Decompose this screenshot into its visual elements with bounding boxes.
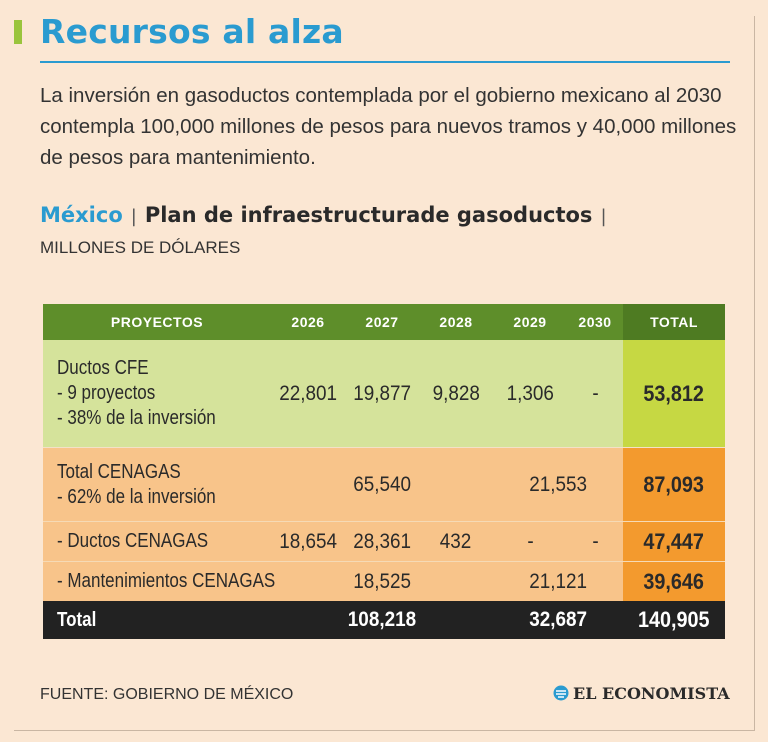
total-cell: 53,812 (623, 340, 725, 448)
table-cell: 32,687 (493, 601, 623, 639)
table-cell: 9,828 (419, 340, 493, 448)
table-cell: 1,306 (493, 340, 567, 448)
total-cell: 140,905 (623, 601, 725, 639)
table-cell: - (493, 521, 567, 562)
units-label: MILLONES DE DÓLARES (40, 238, 241, 257)
publisher-brand: EL ECONOMISTA (553, 684, 730, 705)
total-value: 47,447 (643, 528, 705, 554)
table-cell: 21,553 (493, 447, 623, 522)
cell-value: 432 (440, 529, 472, 553)
row-label-line: - Mantenimientos CENAGAS (57, 570, 276, 592)
total-cell: 87,093 (623, 447, 725, 522)
table-cell: 21,121 (493, 561, 623, 601)
total-value: 87,093 (643, 471, 705, 497)
cell-value: 65,540 (353, 472, 411, 496)
total-cell: 47,447 (623, 521, 725, 562)
chart-title: Plan de infraestructurade gasoductos (144, 203, 593, 227)
row-label-line: Ductos CFE (57, 357, 149, 379)
cell-value: 1,306 (506, 381, 554, 405)
heading-separator: | (130, 206, 137, 227)
table-cell: 18,525 (271, 561, 493, 601)
table-row-total: Total 108,218 32,687 140,905 (43, 601, 725, 639)
table-header-row: PROYECTOS 2026 2027 2028 2029 2030 TOTAL (43, 304, 725, 340)
cell-value: 32,687 (529, 608, 587, 631)
brand-name: EL ECONOMISTA (573, 684, 730, 703)
column-header: 2027 (345, 304, 419, 340)
intro-text: La inversión en gasoductos contemplada p… (40, 84, 737, 169)
table-cell: - (567, 521, 623, 562)
cell-value: 28,361 (353, 529, 411, 553)
cell-value: 19,877 (353, 381, 411, 405)
row-label-line: - Ductos CENAGAS (57, 530, 209, 552)
cell-value: - (591, 381, 599, 405)
frame-border (14, 16, 755, 731)
total-value: 53,812 (643, 380, 705, 406)
heading-separator-end: | (600, 206, 607, 227)
table-row-mantenimientos-cenagas: - Mantenimientos CENAGAS 18,525 21,121 3… (43, 561, 725, 601)
table-cell: 432 (419, 521, 493, 562)
table-cell: 108,218 (271, 601, 493, 639)
column-header: PROYECTOS (43, 304, 271, 340)
cell-value: 21,121 (529, 569, 587, 593)
chart-heading: México | Plan de infraestructurade gasoduc… (40, 203, 615, 227)
cell-value: - (591, 529, 599, 553)
cell-value: 108,218 (347, 608, 417, 631)
table-cell: - (567, 340, 623, 448)
table-cell: 22,801 (271, 340, 345, 448)
table-cell: 28,361 (345, 521, 419, 562)
source-note: FUENTE: GOBIERNO DE MÉXICO (40, 686, 294, 703)
investment-table: PROYECTOS 2026 2027 2028 2029 2030 TOTAL… (43, 304, 725, 639)
el-economista-logo-icon (553, 685, 569, 705)
cell-value: 21,553 (529, 472, 587, 496)
total-value: 140,905 (638, 607, 710, 632)
total-cell: 39,646 (623, 561, 725, 601)
row-label-line: Total CENAGAS (57, 460, 181, 483)
total-value: 39,646 (643, 568, 705, 594)
table-row-ductos-cfe: Ductos CFE - 9 proyectos - 38% de la inv… (43, 340, 725, 448)
title-underline (40, 61, 730, 63)
row-label: - Mantenimientos CENAGAS (43, 561, 276, 601)
cell-value: 9,828 (432, 381, 480, 405)
cell-value: 22,801 (279, 381, 337, 405)
column-header: TOTAL (623, 304, 725, 340)
cell-value: - (526, 529, 534, 553)
column-header: 2028 (419, 304, 493, 340)
chart-country: México (40, 203, 123, 227)
row-label-line: - 62% de la inversión (57, 485, 216, 508)
row-label: - Ductos CENAGAS (43, 521, 271, 562)
cell-value: 18,525 (353, 569, 411, 593)
table-row-ductos-cenagas: - Ductos CENAGAS 18,654 28,361 432 - - 4… (43, 521, 725, 562)
row-label-line: - 9 proyectos (57, 382, 156, 404)
table-cell: 18,654 (271, 521, 345, 562)
title-accent-bar (14, 20, 22, 44)
row-label: Ductos CFE - 9 proyectos - 38% de la inv… (43, 340, 271, 448)
column-header: 2030 (567, 304, 623, 340)
table-cell: 19,877 (345, 340, 419, 448)
row-label: Total (43, 601, 271, 639)
table-row-total-cenagas: Total CENAGAS - 62% de la inversión 65,5… (43, 447, 725, 522)
cell-value: 18,654 (279, 529, 337, 553)
row-label-line: - 38% de la inversión (57, 407, 216, 429)
column-header: 2029 (493, 304, 567, 340)
table-cell: 65,540 (271, 447, 493, 522)
headline: Recursos al alza (40, 12, 344, 51)
row-label: Total CENAGAS - 62% de la inversión (43, 447, 271, 522)
row-label-line: Total (57, 608, 97, 631)
column-header: 2026 (271, 304, 345, 340)
